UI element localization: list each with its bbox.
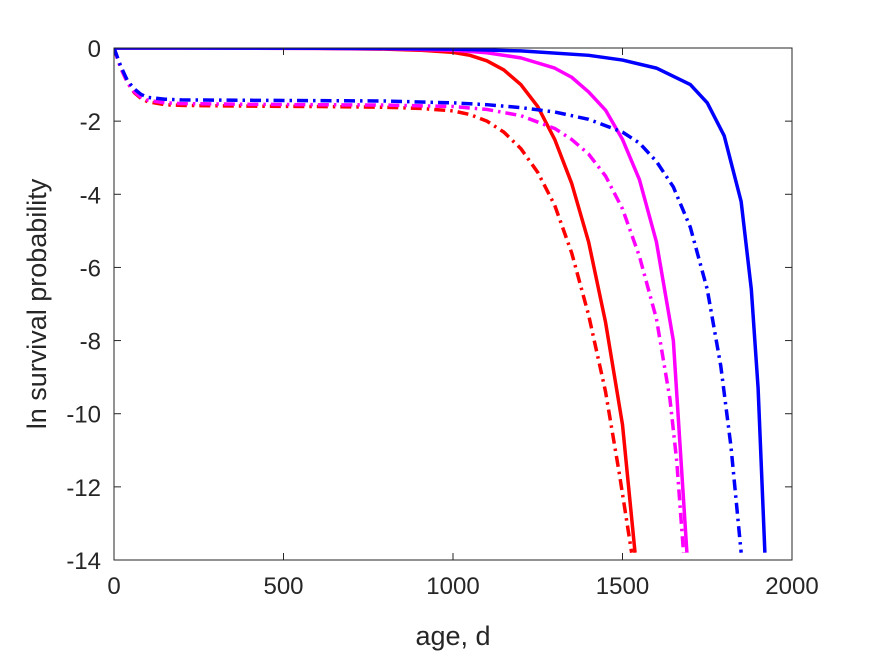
x-axis-label: age, d — [415, 621, 490, 651]
y-tick-label: -4 — [80, 182, 101, 209]
x-tick-label: 2000 — [765, 573, 818, 600]
x-axis: 0 500 1000 1500 2000 — [107, 48, 819, 600]
series-line-5 — [114, 48, 686, 553]
y-tick-label: -6 — [80, 255, 101, 282]
y-tick-label: -14 — [66, 548, 101, 575]
y-tick-label: -2 — [80, 109, 101, 136]
x-tick-label: 500 — [263, 573, 303, 600]
x-tick-label: 0 — [107, 573, 120, 600]
y-tick-label: -8 — [80, 329, 101, 356]
y-tick-label: -10 — [66, 402, 101, 429]
x-tick-label: 1000 — [426, 573, 479, 600]
y-tick-label: 0 — [88, 36, 101, 63]
y-axis: 0 -2 -4 -6 -8 -10 -12 -14 — [66, 36, 792, 575]
y-tick-label: -12 — [66, 475, 101, 502]
x-tick-label: 1500 — [596, 573, 649, 600]
series-line-6 — [114, 48, 743, 553]
y-axis-label: ln survival probability — [22, 178, 52, 429]
